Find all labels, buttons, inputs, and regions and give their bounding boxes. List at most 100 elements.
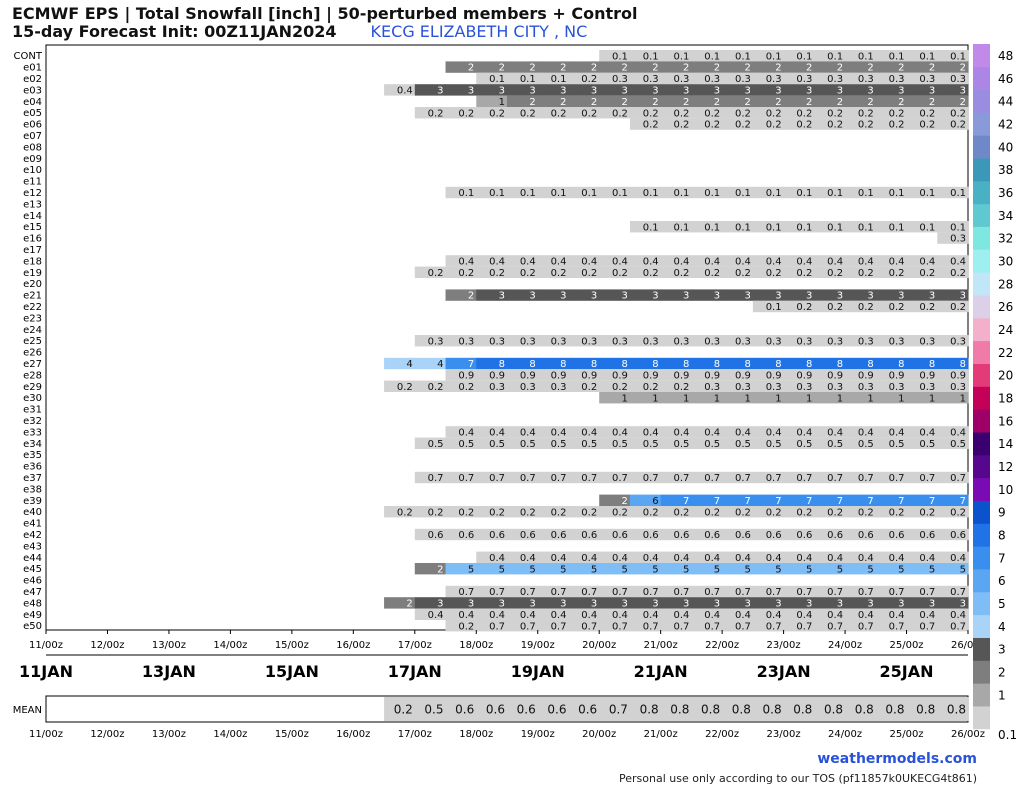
member-e39-value: 7 (898, 496, 904, 507)
member-e21-cell (568, 289, 600, 301)
member-e42-value: 0.6 (796, 530, 812, 541)
mean-value: 0.7 (609, 702, 628, 716)
member-e42-cell (691, 528, 723, 541)
member-e02-value: 0.3 (950, 74, 966, 85)
member-e44-cell (476, 551, 508, 563)
member-e27-cell (568, 357, 600, 370)
colorbar-label: 4 (998, 620, 1006, 634)
mean-time-tick-label: 14/00z (213, 729, 247, 740)
member-e21-value: 3 (622, 291, 628, 302)
member-label: e04 (23, 97, 42, 108)
member-e44-cell (507, 551, 539, 563)
member-e12-value: 0.1 (766, 188, 782, 199)
member-e48-value: 3 (499, 599, 505, 610)
mean-cell (845, 697, 877, 721)
member-e19-cell (414, 266, 446, 278)
member-e48-cell (507, 597, 539, 609)
member-e48-cell (568, 597, 600, 609)
member-e22-cell (875, 300, 907, 313)
member-e39-cell (599, 494, 631, 506)
member-e19-cell (691, 266, 723, 278)
member-e06-value: 0.2 (858, 120, 874, 131)
member-e28-cell (906, 369, 938, 381)
member-e04-cell (752, 95, 784, 107)
time-tick-label: 25/00z (889, 640, 923, 651)
member-e49-cell (660, 608, 692, 620)
member-e29-value: 0.2 (397, 382, 413, 393)
member-e34-cell (906, 437, 938, 449)
member-e30-value: 1 (929, 393, 935, 404)
member-e50-value: 0.7 (919, 621, 935, 632)
mean-value: 0.8 (916, 702, 935, 716)
member-e45-value: 5 (683, 564, 689, 575)
member-e39-value: 7 (775, 496, 781, 507)
brand-link[interactable]: weathermodels.com (817, 751, 977, 767)
member-e25-cell (568, 335, 600, 347)
member-e03-value: 3 (960, 86, 966, 97)
member-e45-value: 5 (529, 564, 535, 575)
member-e03-value: 0.4 (397, 86, 413, 97)
member-e22-value: 0.2 (889, 302, 905, 313)
member-e15-value: 0.1 (643, 222, 659, 233)
member-CONT-value: 0.1 (735, 51, 751, 62)
member-e12-cell (783, 186, 815, 199)
mean-cell (752, 697, 784, 721)
member-e45-cell (599, 563, 631, 575)
member-e01-value: 2 (622, 63, 628, 74)
member-e37-cell (568, 471, 600, 484)
member-e47-value: 0.7 (458, 587, 474, 598)
member-e19-cell (845, 266, 877, 278)
member-e06-cell (906, 118, 938, 130)
member-e04-cell (629, 95, 662, 107)
member-e18-cell (476, 255, 508, 267)
member-e47-cell (875, 585, 907, 598)
member-CONT-cell (875, 50, 907, 62)
colorbar-label: 3 (998, 643, 1006, 657)
member-CONT-value: 0.1 (704, 51, 720, 62)
member-e47-value: 0.7 (643, 587, 659, 598)
member-e01-value: 2 (806, 63, 812, 74)
colorbar-label: 48 (998, 49, 1013, 63)
member-e29-cell (629, 380, 662, 392)
mean-time-tick-label: 24/00z (828, 729, 862, 740)
member-e50-cell (629, 620, 662, 632)
member-e45-cell (814, 563, 846, 575)
member-e40-value: 0.2 (520, 507, 536, 518)
member-e34-cell (691, 437, 723, 449)
member-e49-cell (629, 608, 662, 620)
member-e27-value: 8 (560, 359, 566, 370)
member-e49-cell (476, 608, 508, 620)
member-e18-value: 0.4 (673, 257, 689, 268)
member-e03-cell (629, 84, 662, 96)
member-e42-cell (906, 528, 938, 541)
member-e19-value: 0.2 (950, 268, 966, 279)
member-e33-value: 0.4 (704, 428, 720, 439)
mean-time-tick-label: 22/00z (705, 729, 739, 740)
member-e21-cell (937, 289, 969, 301)
member-e18-cell (845, 255, 877, 267)
member-e50-cell (691, 620, 723, 632)
member-e42-value: 0.6 (766, 530, 782, 541)
member-e19-cell (814, 266, 846, 278)
member-e30-cell (660, 392, 692, 404)
member-e34-cell (660, 437, 692, 449)
member-e21-value: 3 (683, 291, 689, 302)
member-e42-cell (722, 528, 754, 541)
member-e21-cell (660, 289, 692, 301)
member-e15-cell (629, 221, 662, 233)
member-e49-value: 0.4 (766, 610, 782, 621)
member-e33-cell (937, 426, 969, 438)
member-e47-value: 0.7 (489, 587, 505, 598)
member-e18-value: 0.4 (858, 257, 874, 268)
colorbar-label: 10 (998, 483, 1013, 497)
member-e40-cell (845, 506, 877, 518)
member-e42-value: 0.6 (919, 530, 935, 541)
member-e22-cell (906, 300, 938, 313)
member-e47-value: 0.7 (551, 587, 567, 598)
member-e49-cell (783, 608, 815, 620)
member-e22-cell (937, 300, 969, 313)
member-e29-cell (414, 380, 446, 392)
member-e12-cell (752, 186, 784, 199)
member-e47-cell (845, 585, 877, 598)
member-e49-value: 0.4 (428, 610, 444, 621)
